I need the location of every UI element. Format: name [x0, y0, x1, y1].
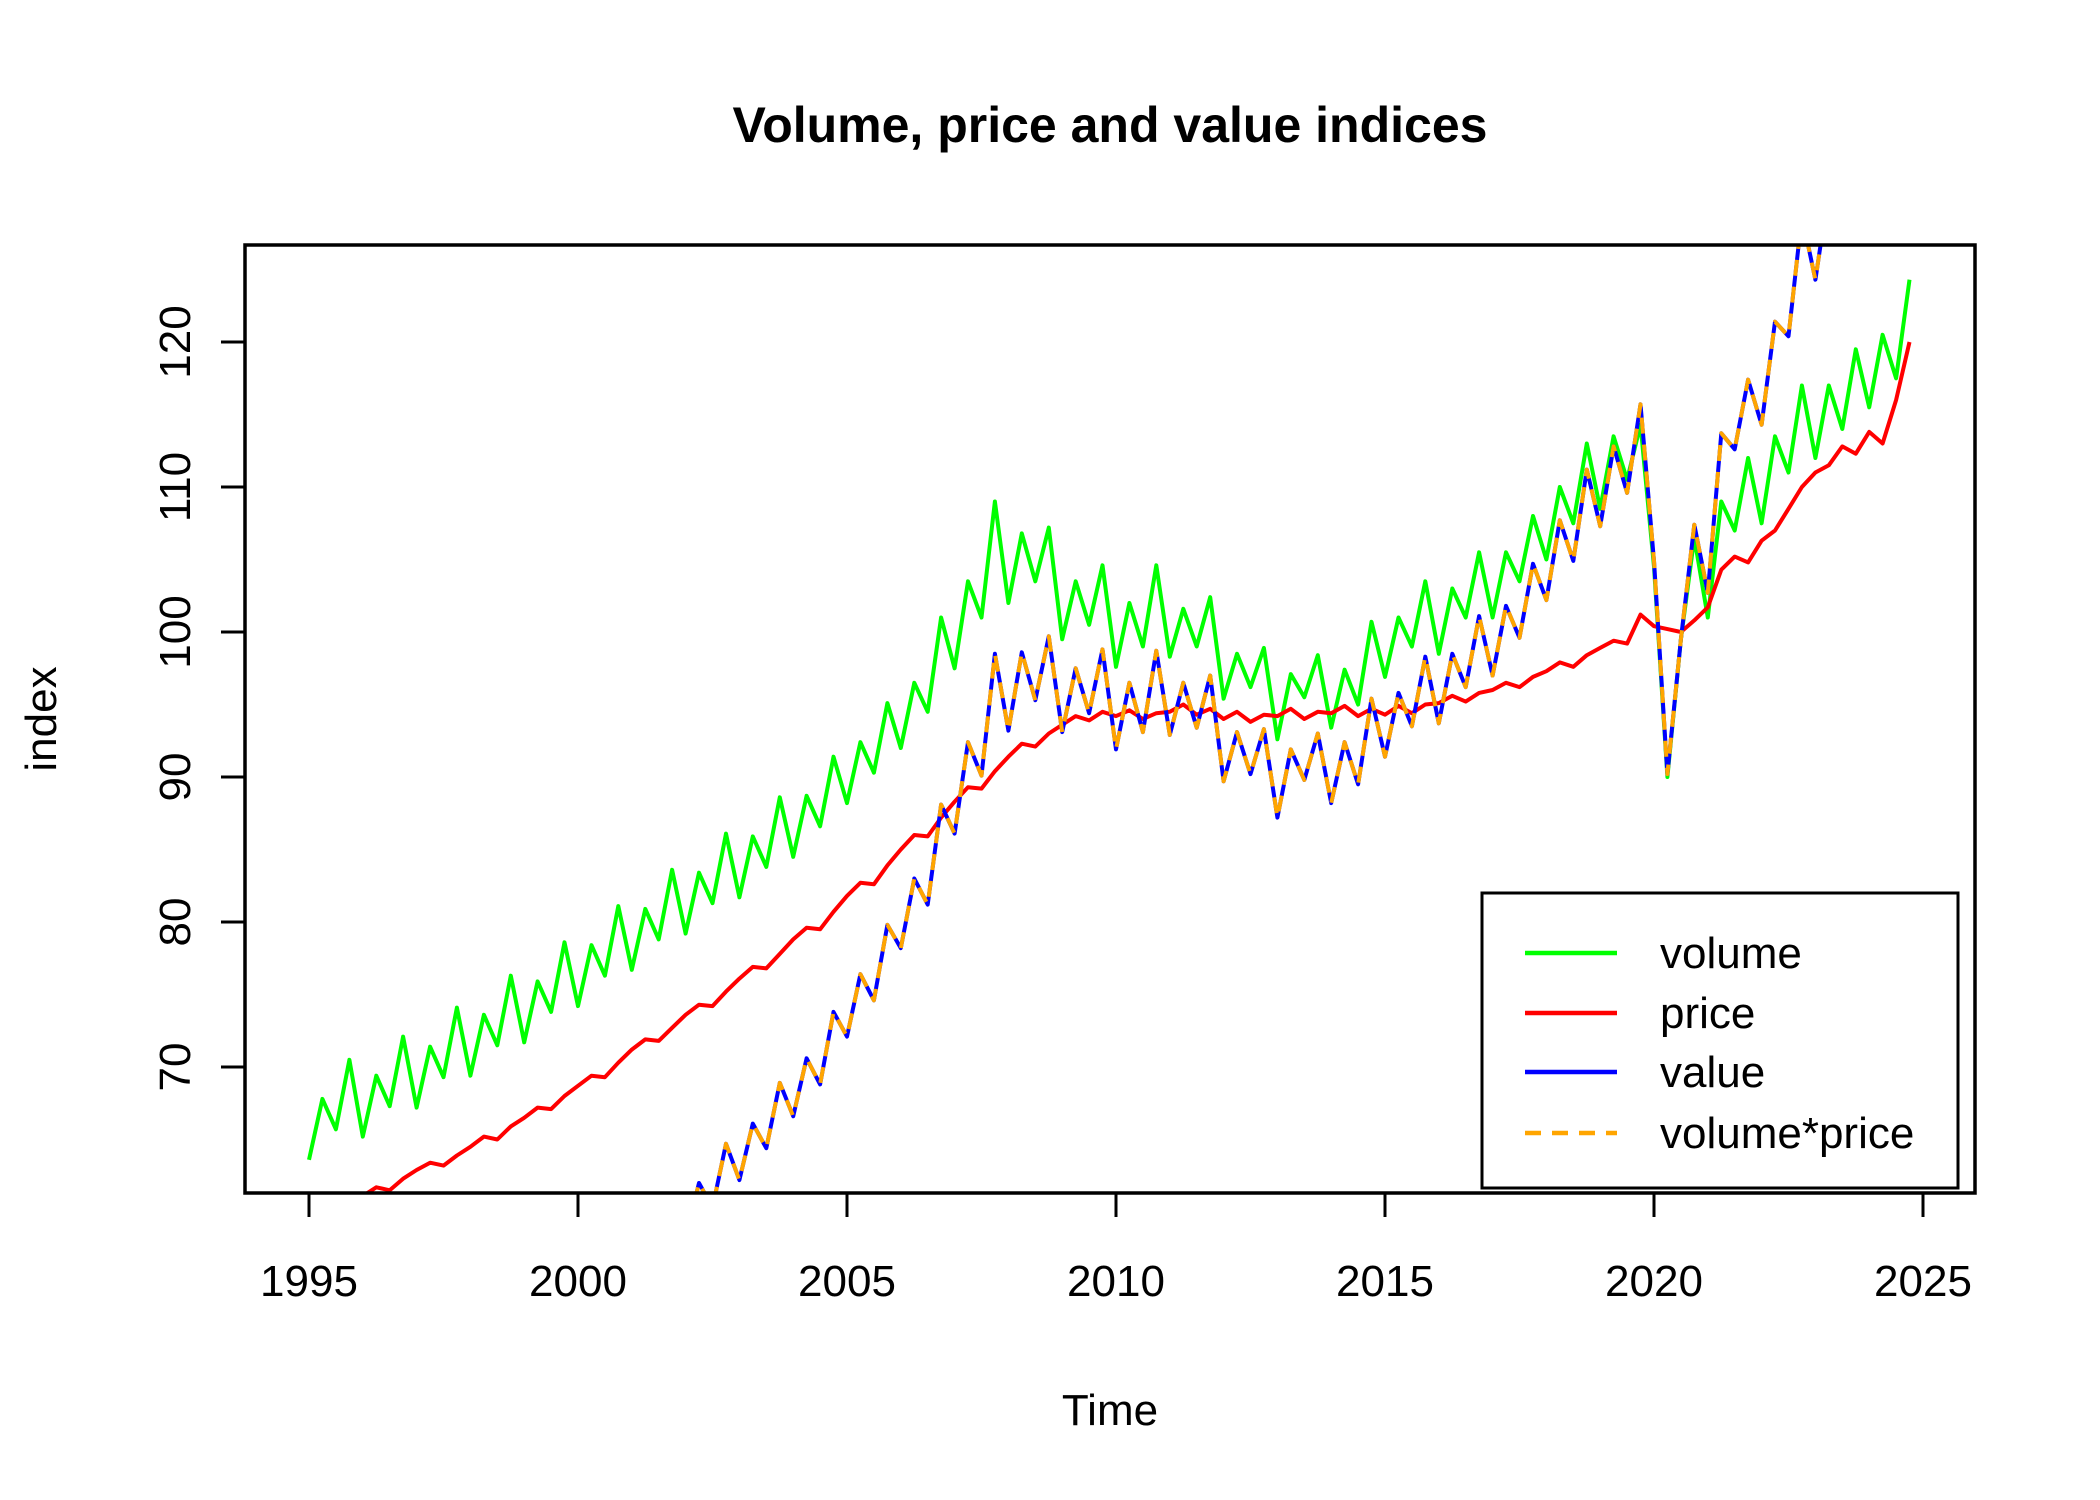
y-tick-label: 90 [151, 753, 200, 802]
series-line-volume-price [694, 245, 1823, 1193]
x-tick-label: 2005 [798, 1257, 896, 1306]
y-tick-label: 70 [151, 1043, 200, 1092]
legend-label-volume: volume [1660, 929, 1802, 978]
x-tick-label: 2010 [1067, 1257, 1165, 1306]
y-tick-label: 80 [151, 898, 200, 947]
x-tick-label: 2020 [1605, 1257, 1703, 1306]
legend-box [1480, 891, 1960, 1190]
x-tick-label: 2000 [529, 1257, 627, 1306]
y-axis-label: index [17, 666, 66, 772]
legend-label-volume-price: volume*price [1660, 1109, 1914, 1158]
x-tick-label: 2015 [1336, 1257, 1434, 1306]
y-tick-label: 110 [151, 452, 200, 522]
legend-label-value: value [1660, 1048, 1765, 1097]
x-tick-label: 2025 [1874, 1257, 1972, 1306]
legend-label-price: price [1660, 989, 1755, 1038]
y-tick-label: 120 [151, 305, 200, 378]
x-tick-label: 1995 [260, 1257, 358, 1306]
chart-title: Volume, price and value indices [732, 97, 1488, 153]
y-tick-label: 100 [151, 595, 200, 668]
x-axis-label: Time [1061, 1386, 1159, 1435]
plot-border [243, 243, 1977, 1195]
